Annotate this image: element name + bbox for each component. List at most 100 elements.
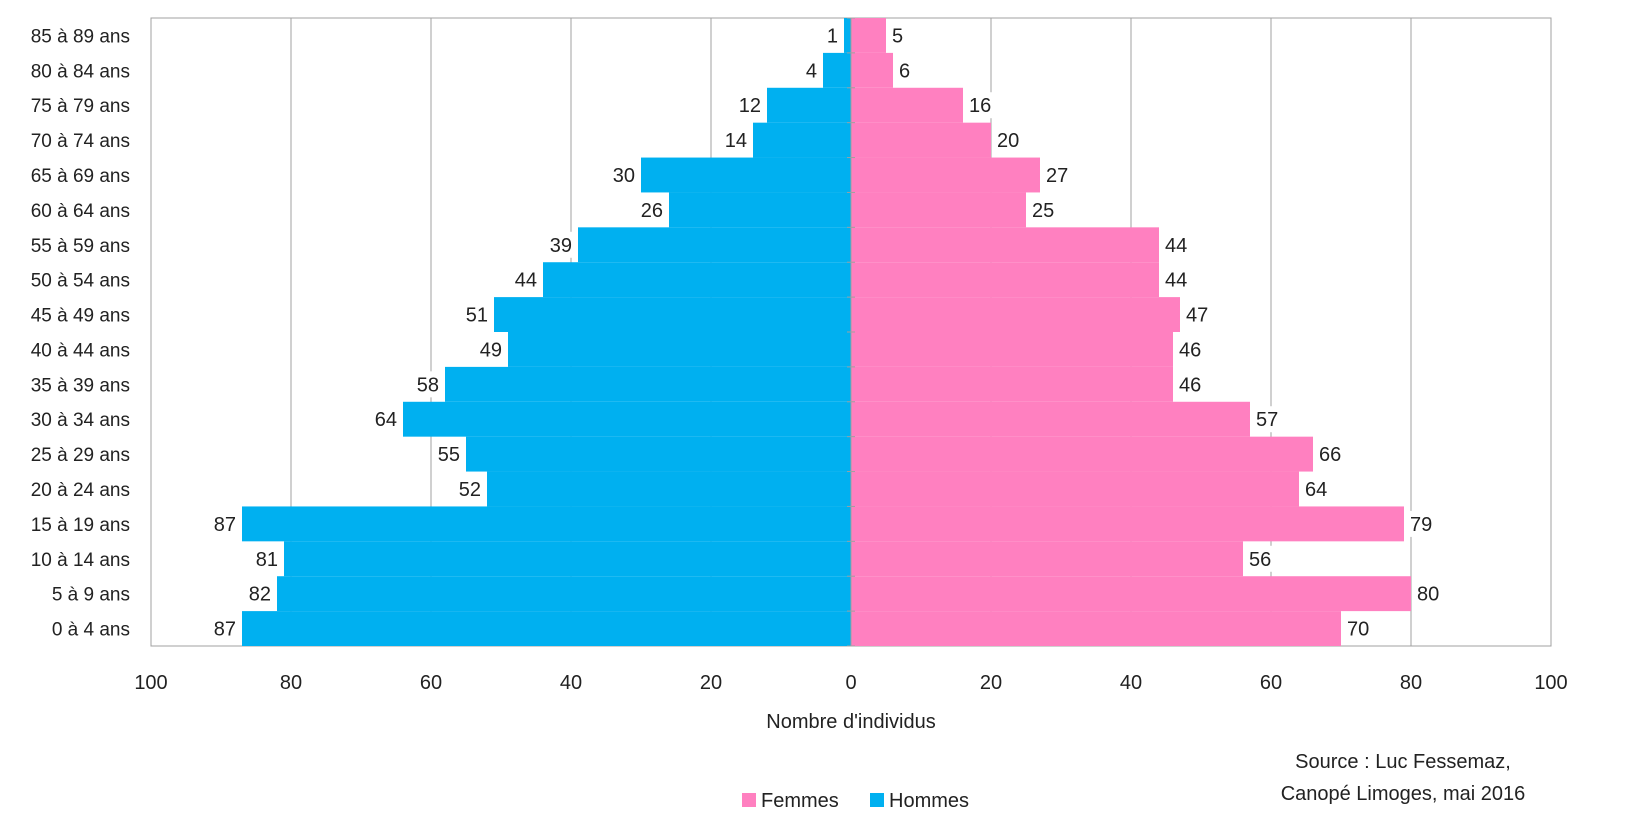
data-label-bg-hommes-0 bbox=[208, 615, 241, 642]
data-label-femmes-1: 80 bbox=[1417, 584, 1439, 606]
data-label-hommes-6: 64 bbox=[375, 409, 397, 431]
data-label-hommes-12: 26 bbox=[641, 200, 663, 222]
x-tick-labels: 100 80 60 40 20 0 20 40 60 80 100 bbox=[134, 672, 1567, 694]
data-label-bg-femmes-2 bbox=[1244, 545, 1277, 572]
bar-hommes-2 bbox=[284, 541, 851, 577]
data-label-femmes-12: 25 bbox=[1032, 200, 1054, 222]
data-label-bg-hommes-16 bbox=[800, 57, 822, 84]
x-tick-label-10: 100 bbox=[1534, 672, 1567, 694]
bar-hommes-1 bbox=[277, 576, 851, 612]
x-tick-label-0: 100 bbox=[134, 672, 167, 694]
bar-femmes-10 bbox=[851, 262, 1159, 298]
data-label-femmes-15: 16 bbox=[969, 95, 991, 117]
category-label-3: 15 à 19 ans bbox=[31, 515, 130, 536]
data-label-hommes-4: 52 bbox=[459, 479, 481, 501]
bar-hommes-3 bbox=[242, 506, 851, 542]
data-label-femmes-0: 70 bbox=[1347, 619, 1369, 641]
data-label-femmes-13: 27 bbox=[1046, 165, 1068, 187]
data-label-bg-hommes-7 bbox=[411, 371, 444, 398]
category-label-9: 45 à 49 ans bbox=[31, 306, 130, 327]
data-label-bg-femmes-13 bbox=[1041, 162, 1074, 188]
x-tick-label-4: 20 bbox=[700, 672, 722, 694]
data-label-bg-femmes-10 bbox=[1160, 266, 1193, 293]
data-label-femmes-11: 44 bbox=[1165, 235, 1187, 257]
data-label-femmes-8: 46 bbox=[1179, 339, 1201, 361]
data-label-hommes-9: 51 bbox=[466, 305, 488, 327]
data-label-bg-femmes-8 bbox=[1174, 336, 1207, 363]
data-label-hommes-3: 87 bbox=[214, 514, 236, 536]
bar-femmes-6 bbox=[851, 401, 1250, 437]
legend: Femmes Hommes bbox=[742, 790, 969, 812]
data-label-bg-hommes-6 bbox=[369, 406, 402, 433]
data-label-hommes-7: 58 bbox=[417, 374, 439, 396]
data-label-bg-femmes-7 bbox=[1174, 371, 1207, 398]
bar-femmes-4 bbox=[851, 471, 1299, 507]
category-label-8: 40 à 44 ans bbox=[31, 340, 130, 361]
bar-hommes-12 bbox=[669, 192, 851, 228]
data-label-bg-femmes-3 bbox=[1405, 510, 1438, 537]
data-label-bg-hommes-14 bbox=[719, 127, 752, 154]
category-label-4: 20 à 24 ans bbox=[31, 480, 130, 501]
bar-hommes-6 bbox=[403, 401, 851, 437]
x-tick-label-3: 40 bbox=[560, 672, 582, 694]
legend-label-hommes: Hommes bbox=[889, 790, 969, 812]
bar-hommes-0 bbox=[242, 611, 851, 646]
legend-swatch-femmes bbox=[742, 793, 756, 807]
data-label-hommes-1: 82 bbox=[249, 584, 271, 606]
data-label-bg-femmes-15 bbox=[964, 92, 997, 119]
bar-hommes-14 bbox=[753, 122, 851, 158]
source-line-1: Source : Luc Fessemaz, bbox=[1295, 751, 1511, 773]
data-label-bg-hommes-15 bbox=[733, 92, 766, 119]
data-label-bg-hommes-1 bbox=[243, 580, 276, 607]
bar-femmes-1 bbox=[851, 576, 1411, 612]
data-label-bg-femmes-12 bbox=[1027, 196, 1060, 223]
category-label-15: 75 à 79 ans bbox=[31, 96, 130, 117]
data-label-bg-hommes-4 bbox=[453, 476, 486, 502]
category-label-13: 65 à 69 ans bbox=[31, 166, 130, 187]
category-label-17: 85 à 89 ans bbox=[31, 26, 130, 47]
data-label-hommes-17: 1 bbox=[827, 25, 838, 47]
data-label-bg-femmes-16 bbox=[894, 57, 916, 84]
x-tick-label-2: 60 bbox=[420, 672, 442, 694]
data-label-bg-hommes-10 bbox=[509, 266, 542, 293]
data-label-hommes-11: 39 bbox=[550, 235, 572, 257]
data-label-hommes-5: 55 bbox=[438, 444, 460, 466]
x-tick-label-8: 60 bbox=[1260, 672, 1282, 694]
data-label-bg-hommes-5 bbox=[432, 441, 465, 468]
bar-hommes-16 bbox=[823, 52, 851, 88]
zero-axis bbox=[847, 17, 855, 647]
data-label-hommes-8: 49 bbox=[480, 339, 502, 361]
category-label-7: 35 à 39 ans bbox=[31, 375, 130, 396]
bar-femmes-12 bbox=[851, 192, 1026, 228]
data-label-femmes-6: 57 bbox=[1256, 409, 1278, 431]
data-label-hommes-13: 30 bbox=[613, 165, 635, 187]
source-annotation: Source : Luc Fessemaz, Canopé Limoges, m… bbox=[1281, 751, 1526, 805]
bar-femmes-14 bbox=[851, 122, 991, 158]
data-label-femmes-4: 64 bbox=[1305, 479, 1327, 501]
bar-femmes-5 bbox=[851, 436, 1313, 472]
bar-femmes-7 bbox=[851, 366, 1173, 402]
x-tick-label-9: 80 bbox=[1400, 672, 1422, 694]
data-label-bg-hommes-2 bbox=[250, 545, 283, 572]
bar-femmes-11 bbox=[851, 227, 1159, 263]
x-tick-label-6: 20 bbox=[980, 672, 1002, 694]
category-label-12: 60 à 64 ans bbox=[31, 201, 130, 222]
bar-hommes-8 bbox=[508, 332, 851, 367]
data-label-bg-femmes-9 bbox=[1181, 301, 1214, 328]
data-label-femmes-16: 6 bbox=[899, 60, 910, 82]
x-tick-label-5: 0 bbox=[845, 672, 856, 694]
data-label-hommes-10: 44 bbox=[515, 270, 537, 292]
bar-femmes-8 bbox=[851, 332, 1173, 367]
bar-hommes-5 bbox=[466, 436, 851, 472]
category-label-16: 80 à 84 ans bbox=[31, 61, 130, 82]
category-label-10: 50 à 54 ans bbox=[31, 271, 130, 292]
bar-femmes-0 bbox=[851, 611, 1341, 646]
data-label-bg-hommes-11 bbox=[544, 231, 577, 258]
data-label-bg-femmes-6 bbox=[1251, 406, 1284, 433]
bar-hommes-11 bbox=[578, 227, 851, 263]
source-line-2: Canopé Limoges, mai 2016 bbox=[1281, 783, 1526, 805]
data-label-bg-hommes-8 bbox=[474, 336, 507, 363]
x-tick-label-7: 40 bbox=[1120, 672, 1142, 694]
data-label-femmes-7: 46 bbox=[1179, 374, 1201, 396]
